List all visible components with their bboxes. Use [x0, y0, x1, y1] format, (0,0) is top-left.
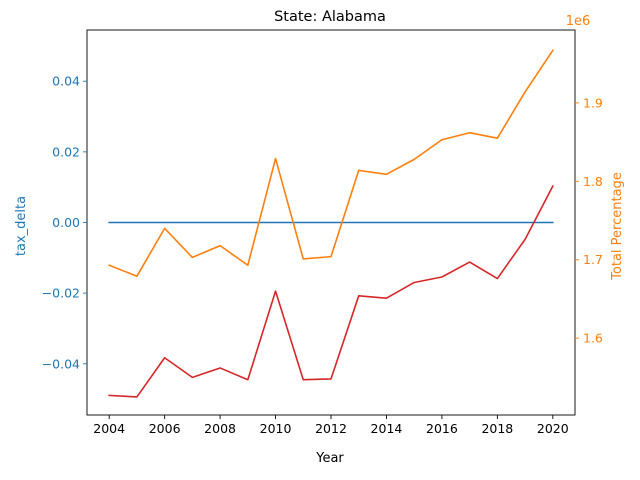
plot-area	[108, 49, 554, 398]
right-y-tick-label: 1.7	[583, 252, 603, 267]
left-y-tick-label: 0.04	[52, 74, 80, 89]
left-y-tick-label: 0.00	[52, 215, 80, 230]
x-tick-label: 2014	[371, 421, 403, 436]
x-tick-label: 2004	[93, 421, 125, 436]
x-tick-label: 2020	[537, 421, 569, 436]
right-y-axis-label: Total Percentage	[610, 172, 625, 281]
x-axis-label: Year	[315, 451, 344, 466]
axes: 2004 2006 2008 2010 2012 2014 2016 2018 2020 −0.0…	[42, 29, 603, 436]
right-y-tick-label: 1.6	[583, 331, 603, 346]
left-y-tick-label: −0.02	[42, 286, 80, 301]
right-y-tick-label: 1.8	[583, 174, 603, 189]
chart-title: State: Alabama	[274, 9, 386, 25]
series-line-1	[108, 49, 554, 278]
x-tick-label: 2012	[315, 421, 347, 436]
left-y-tick-label: −0.04	[42, 356, 80, 371]
x-tick-label: 2008	[204, 421, 236, 436]
x-tick-label: 2016	[426, 421, 458, 436]
right-axis-offset-text: 1e6	[566, 14, 591, 29]
left-y-axis-label: tax_delta	[14, 196, 29, 256]
left-y-tick-label: 0.02	[52, 144, 80, 159]
x-tick-label: 2010	[260, 421, 292, 436]
x-tick-label: 2006	[149, 421, 181, 436]
series-line-2	[108, 184, 554, 398]
x-tick-label: 2018	[481, 421, 513, 436]
right-y-tick-label: 1.9	[583, 95, 603, 110]
